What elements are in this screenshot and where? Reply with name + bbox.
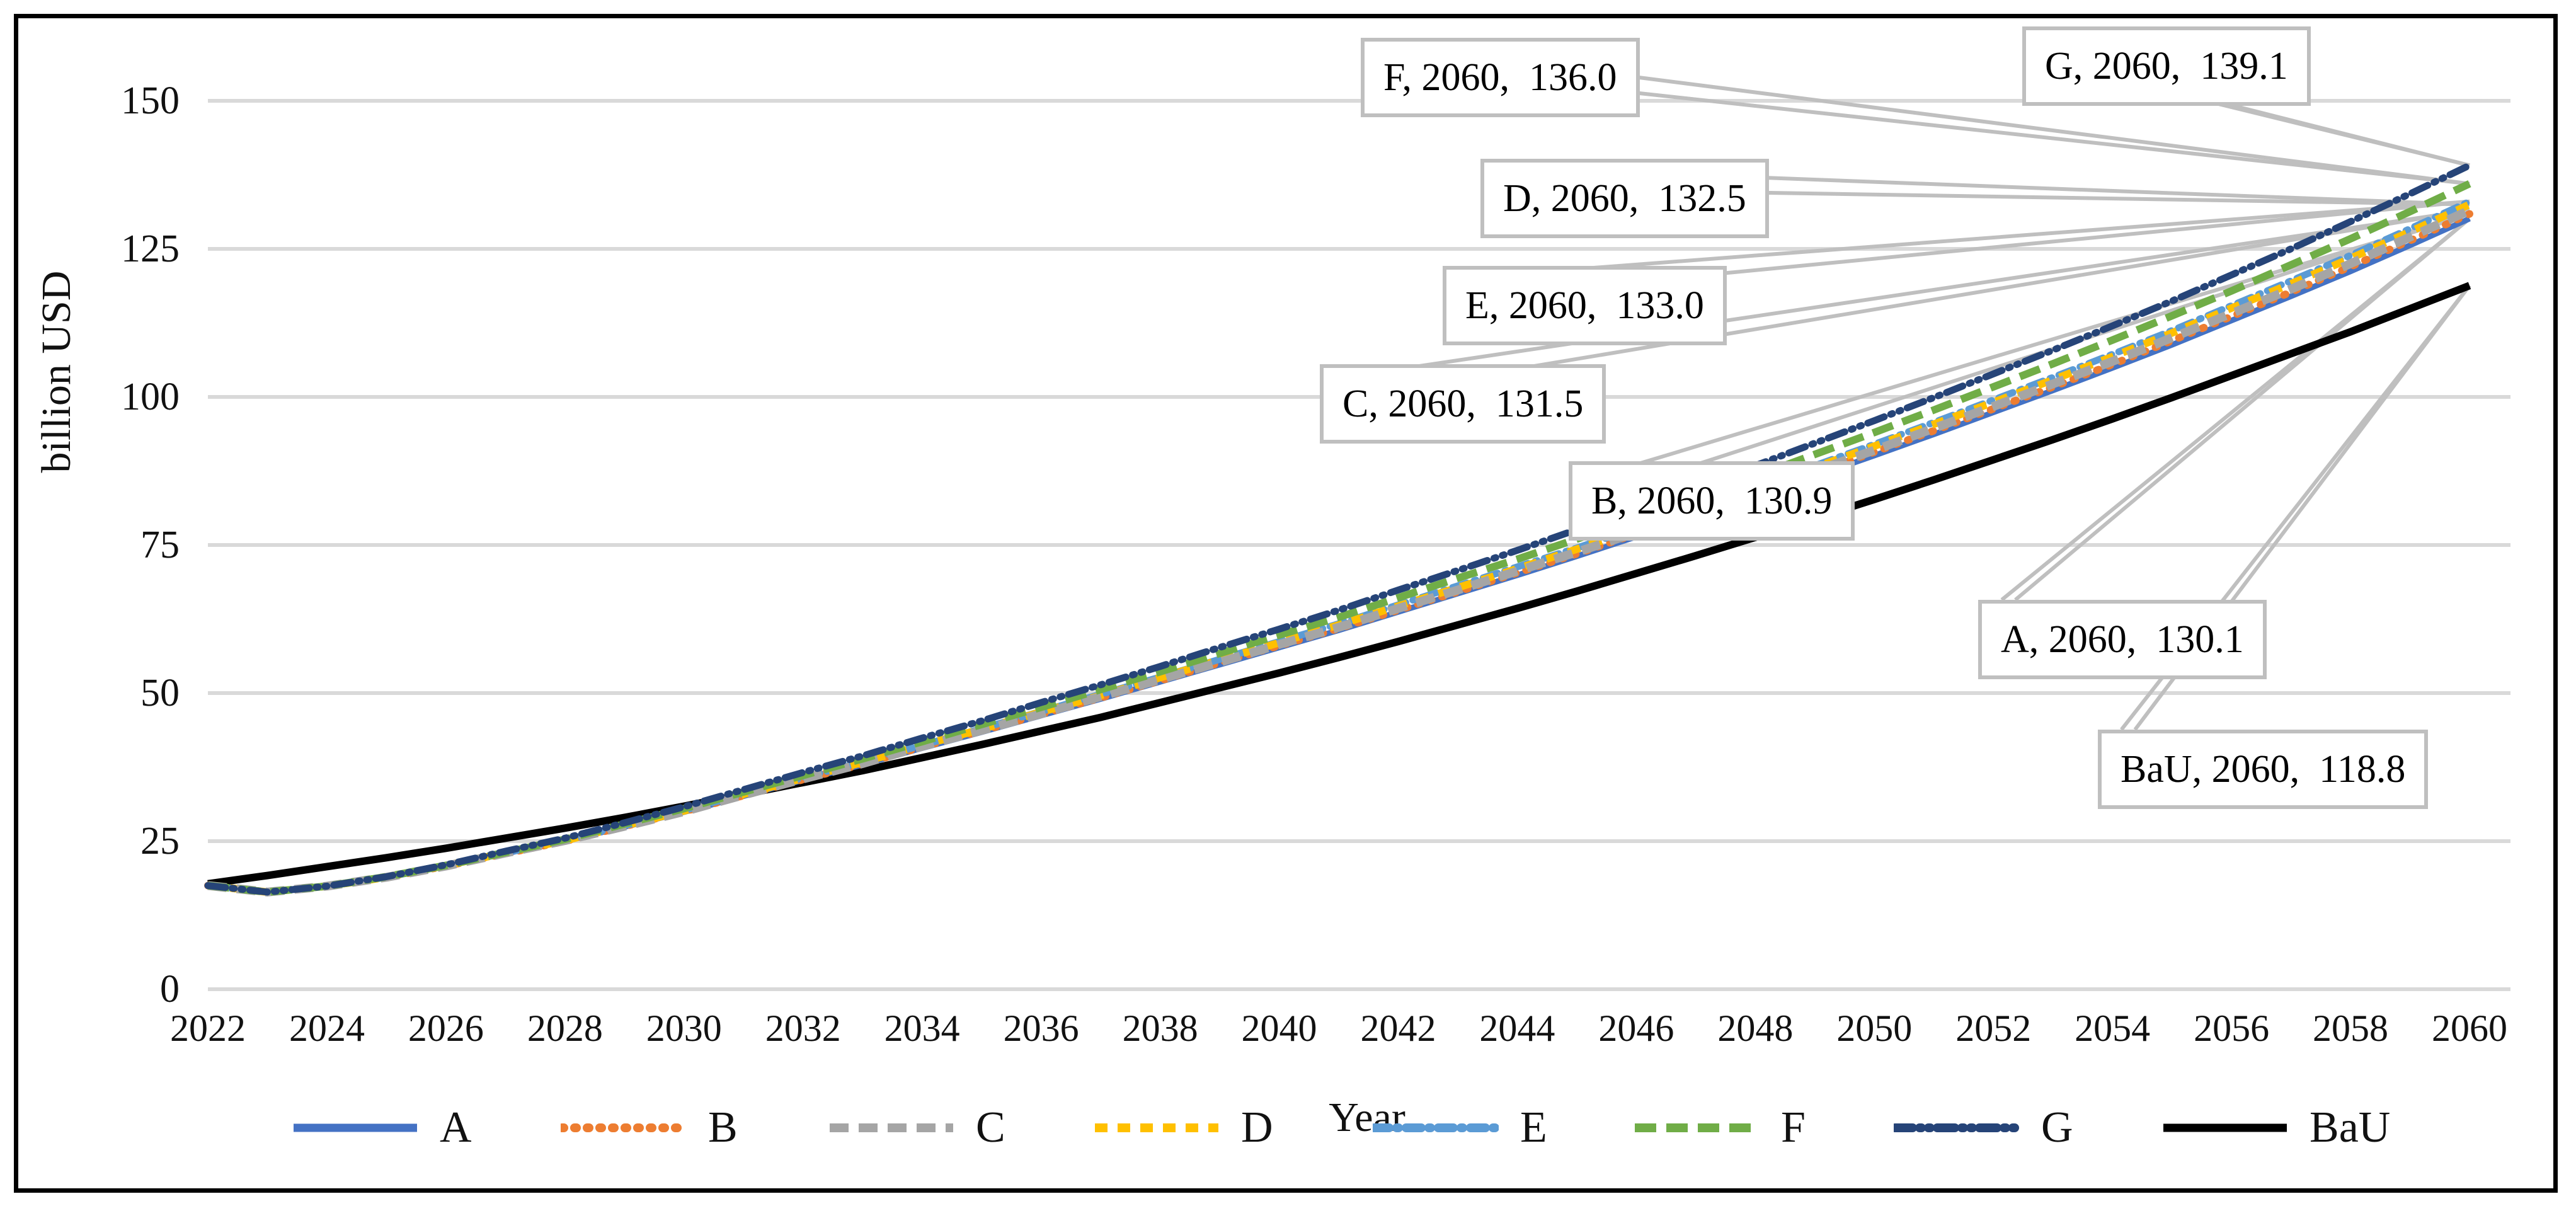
- callout-B: B, 2060, 130.9: [1569, 461, 1855, 541]
- callout-A: A, 2060, 130.1: [1978, 600, 2267, 679]
- legend-item-G: G: [1894, 1103, 2073, 1153]
- x-tick-label-2030: 2030: [646, 1007, 722, 1049]
- y-tick-label-100: 100: [121, 376, 180, 418]
- legend-label-E: E: [1520, 1103, 1547, 1152]
- callout-D: D, 2060, 132.5: [1480, 159, 1769, 238]
- x-tick-label-2038: 2038: [1122, 1007, 1198, 1049]
- leader-line-A-1: [2014, 217, 2471, 602]
- legend-swatch-G: [1894, 1123, 2020, 1132]
- series-line-G: [204, 161, 2473, 896]
- x-tick-label-2044: 2044: [1479, 1007, 1555, 1049]
- leader-line-B-0: [1613, 212, 2470, 473]
- x-tick-label-2058: 2058: [2313, 1007, 2389, 1049]
- x-tick-label-2054: 2054: [2075, 1007, 2151, 1049]
- leader-line-E-0: [1487, 199, 2470, 278]
- legend-label-A: A: [440, 1103, 472, 1152]
- leader-line-C-0: [1365, 208, 2470, 376]
- legend-item-C: C: [828, 1103, 1005, 1153]
- legend-label-C: C: [976, 1103, 1005, 1152]
- x-tick-label-2042: 2042: [1360, 1007, 1436, 1049]
- x-tick-label-2046: 2046: [1598, 1007, 1674, 1049]
- legend-item-F: F: [1634, 1103, 1806, 1153]
- x-tick-label-2026: 2026: [408, 1007, 484, 1049]
- callout-E: E, 2060, 133.0: [1443, 266, 1727, 345]
- leader-line-C-1: [1365, 208, 2470, 396]
- legend-item-A: A: [292, 1103, 472, 1153]
- x-tick-label-2060: 2060: [2432, 1007, 2507, 1049]
- x-tick-label-2048: 2048: [1717, 1007, 1794, 1049]
- legend-swatch-F: [1635, 1123, 1758, 1132]
- legend-swatch-E: [1373, 1123, 1499, 1132]
- x-tick-label-2032: 2032: [765, 1007, 841, 1049]
- callout-C: C, 2060, 131.5: [1320, 364, 1606, 444]
- legend-swatch-BaU: [2163, 1123, 2287, 1132]
- y-tick-label-25: 25: [140, 820, 180, 863]
- x-tick-label-2028: 2028: [527, 1007, 603, 1049]
- x-tick-label-2024: 2024: [289, 1007, 365, 1049]
- y-tick-label-50: 50: [140, 672, 180, 715]
- y-tick-label-150: 150: [121, 79, 180, 122]
- y-tick-label-75: 75: [140, 524, 180, 566]
- callout-G: G, 2060, 139.1: [2022, 26, 2311, 106]
- legend-swatch-D: [1095, 1123, 1218, 1132]
- legend-swatch-B: [561, 1123, 687, 1132]
- x-tick-label-2040: 2040: [1241, 1007, 1317, 1049]
- legend-label-BaU: BaU: [2310, 1103, 2391, 1152]
- x-tick-label-2034: 2034: [884, 1007, 960, 1049]
- x-axis-title: Year: [1329, 1094, 1405, 1140]
- x-tick-label-2052: 2052: [1955, 1007, 2032, 1049]
- legend-item-E: E: [1373, 1103, 1547, 1153]
- series-line-BaU: [207, 282, 2471, 888]
- legend-swatch-A: [294, 1123, 417, 1132]
- legend-label-D: D: [1241, 1103, 1273, 1152]
- legend-label-F: F: [1781, 1103, 1806, 1152]
- x-tick-label-2022: 2022: [170, 1007, 246, 1049]
- x-tick-label-2036: 2036: [1003, 1007, 1079, 1049]
- legend-item-B: B: [561, 1103, 738, 1153]
- legend-item-D: D: [1094, 1103, 1273, 1153]
- legend-swatch-C: [830, 1123, 953, 1132]
- x-tick-label-2050: 2050: [1836, 1007, 1913, 1049]
- x-tick-label-2056: 2056: [2194, 1007, 2270, 1049]
- legend-item-BaU: BaU: [2162, 1103, 2390, 1153]
- callout-BaU: BaU, 2060, 118.8: [2098, 730, 2429, 809]
- legend-label-B: B: [708, 1103, 738, 1152]
- callout-F: F, 2060, 136.0: [1361, 38, 1640, 117]
- y-tick-label-125: 125: [121, 227, 180, 270]
- legend-label-G: G: [2041, 1103, 2073, 1152]
- y-tick-label-0: 0: [160, 968, 180, 1011]
- y-axis-title: billion USD: [33, 270, 79, 473]
